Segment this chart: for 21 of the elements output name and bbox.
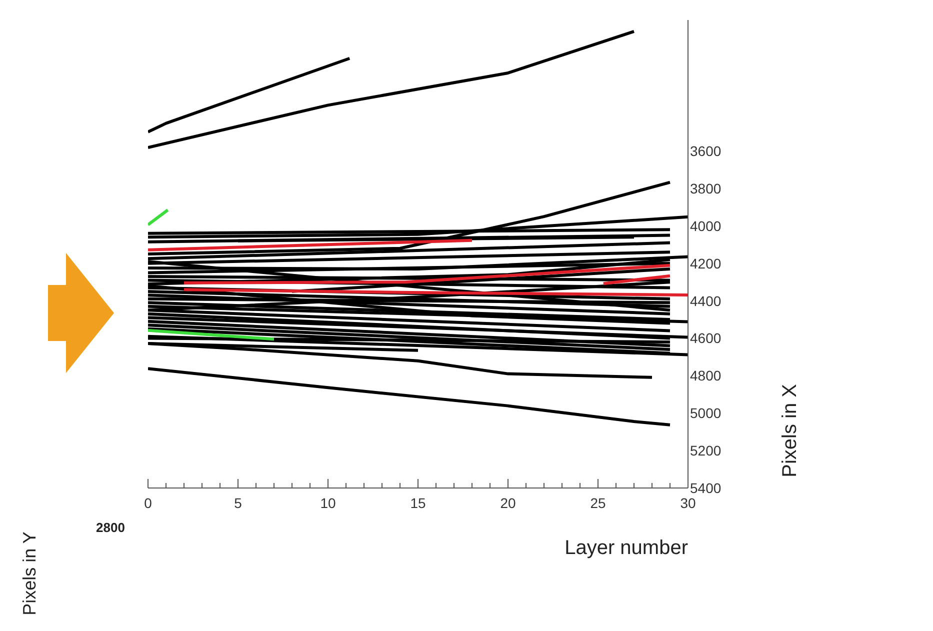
y-tick-label: 4800 (690, 368, 722, 384)
x-tick-label: 0 (144, 495, 152, 511)
y-tick-label: 4600 (690, 330, 722, 346)
y-tick-label: 4400 (690, 292, 722, 309)
x-axis-title: Layer number (564, 537, 688, 559)
x-tick-label: 20 (500, 495, 516, 511)
x-tick-label: 30 (680, 495, 696, 511)
y-tick-label: 5000 (690, 405, 722, 422)
y-tick-label: 3600 (690, 143, 722, 160)
y-axis-title: Pixels in X (779, 384, 802, 478)
text: Pixels in Y (19, 532, 40, 616)
y-tick-label: 4000 (690, 218, 722, 234)
x-tick-label: 25 (590, 495, 606, 511)
x-tick-label: 5 (234, 495, 242, 511)
y-tick-label: 3800 (690, 180, 722, 196)
x-tick-label: 10 (320, 495, 336, 511)
y-tick-label: 5200 (690, 442, 722, 459)
x-tick-label: 15 (410, 495, 426, 511)
y-tick-label: 4200 (690, 255, 722, 272)
y-tick-label: 5400 (690, 480, 722, 496)
text: 2800 (96, 520, 125, 535)
